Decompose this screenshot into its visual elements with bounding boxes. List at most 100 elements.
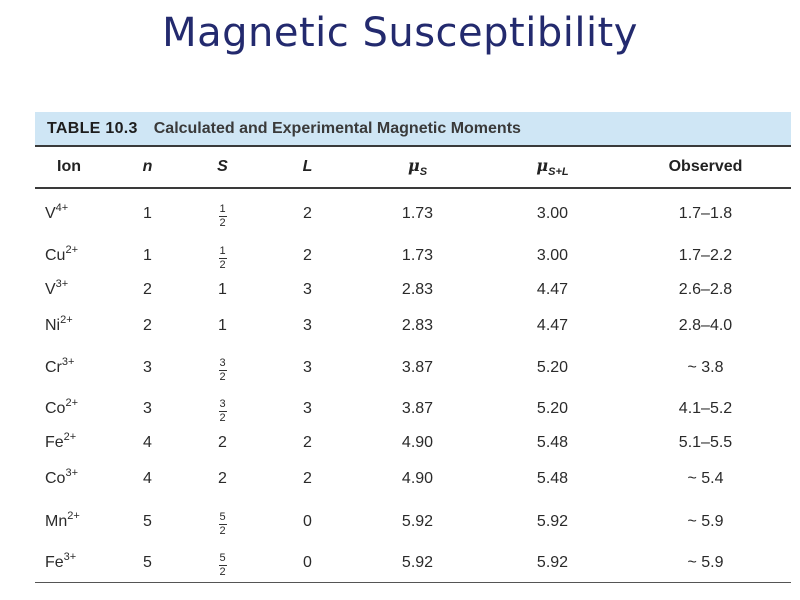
cell-l: 2 bbox=[303, 247, 312, 264]
table-row: Co3+ 4 2 2 4.90 5.48 ~ 5.4 bbox=[35, 458, 791, 500]
s-denominator: 2 bbox=[219, 216, 226, 229]
table-row: V3+ 2 1 3 2.83 4.47 2.6–2.8 bbox=[35, 274, 791, 306]
table-row: Cr3+ 3 3 2 3 3.87 5.20 ~ 3.8 bbox=[35, 346, 791, 390]
cell-observed: 1.7–2.2 bbox=[678, 247, 733, 264]
cell-mu-s: 4.90 bbox=[401, 470, 434, 487]
cell-mu-s: 3.87 bbox=[401, 400, 434, 417]
cell-n: 2 bbox=[143, 317, 152, 334]
s-denominator: 2 bbox=[219, 259, 226, 271]
table-row: Mn2+ 5 5 2 0 5.92 5.92 ~ 5.9 bbox=[35, 500, 791, 544]
cell-mu-sl: 4.47 bbox=[536, 317, 569, 334]
cell-observed: ~ 5.9 bbox=[687, 513, 724, 530]
header-mu-sl: μS+L bbox=[485, 145, 620, 189]
ion-symbol: Cu bbox=[45, 247, 66, 264]
s-denominator: 2 bbox=[219, 525, 226, 537]
mu-sl-subscript: S+L bbox=[548, 166, 569, 179]
table-row: Fe3+ 5 5 2 0 5.92 5.92 ~ 5.9 bbox=[35, 544, 791, 583]
cell-ion: Fe2+ bbox=[35, 428, 115, 458]
cell-observed: ~ 5.9 bbox=[620, 544, 791, 583]
s-numerator: 1 bbox=[219, 202, 226, 215]
cell-ion: Co3+ bbox=[35, 458, 115, 500]
cell-s: 2 bbox=[218, 470, 227, 487]
cell-s: 1 bbox=[218, 317, 227, 334]
ion-symbol: Fe bbox=[45, 553, 64, 571]
table-caption-banner: TABLE 10.3 Calculated and Experimental M… bbox=[35, 112, 791, 145]
cell-mu-s: 2.83 bbox=[401, 281, 434, 298]
cell-s: 1 bbox=[218, 281, 227, 298]
ion-charge: 3+ bbox=[61, 356, 75, 368]
cell-n: 3 bbox=[143, 400, 152, 417]
cell-ion: V4+ bbox=[35, 188, 115, 238]
slide-title: Magnetic Susceptibility bbox=[162, 10, 638, 56]
cell-l: 2 bbox=[303, 204, 312, 222]
cell-mu-s: 1.73 bbox=[401, 247, 434, 264]
ion-symbol: Co bbox=[45, 470, 66, 487]
ion-charge: 3+ bbox=[55, 278, 69, 290]
ion-symbol: Mn bbox=[45, 513, 68, 530]
moments-table-container: TABLE 10.3 Calculated and Experimental M… bbox=[35, 112, 791, 583]
ion-symbol: Fe bbox=[45, 434, 64, 451]
cell-n: 1 bbox=[143, 204, 152, 222]
cell-ion: Fe3+ bbox=[35, 544, 115, 583]
s-numerator: 3 bbox=[219, 398, 226, 410]
cell-mu-sl: 5.48 bbox=[536, 470, 569, 487]
ion-charge: 2+ bbox=[65, 397, 78, 409]
cell-l: 2 bbox=[303, 434, 312, 451]
header-s: S bbox=[180, 145, 265, 189]
cell-observed: 4.1–5.2 bbox=[678, 400, 733, 417]
cell-mu-s: 5.92 bbox=[401, 513, 434, 530]
table-row: Cu2+ 1 1 2 2 1.73 3.00 1.7–2.2 bbox=[35, 238, 791, 274]
ion-charge: 2+ bbox=[65, 244, 78, 256]
cell-l: 3 bbox=[303, 400, 312, 417]
ion-charge: 2+ bbox=[63, 431, 77, 443]
s-denominator: 2 bbox=[219, 412, 226, 424]
header-observed: Observed bbox=[620, 145, 791, 189]
cell-mu-sl: 5.92 bbox=[536, 513, 569, 530]
table-header-row: Ion n S L μS μS+L Observed bbox=[35, 145, 791, 189]
cell-ion: Ni2+ bbox=[35, 306, 115, 346]
cell-observed: 2.8–4.0 bbox=[678, 317, 733, 334]
cell-l: 2 bbox=[303, 470, 312, 487]
cell-l: 3 bbox=[303, 359, 312, 376]
cell-l: 3 bbox=[303, 317, 312, 334]
mu-s-symbol: μ bbox=[407, 155, 420, 175]
cell-mu-s: 3.87 bbox=[401, 359, 434, 376]
cell-ion: Cr3+ bbox=[35, 346, 115, 390]
s-numerator: 1 bbox=[219, 245, 226, 257]
cell-n: 3 bbox=[143, 359, 152, 376]
cell-observed: ~ 3.8 bbox=[687, 359, 724, 376]
cell-n: 5 bbox=[143, 513, 152, 530]
ion-symbol: Cr bbox=[45, 359, 62, 376]
cell-n: 5 bbox=[115, 544, 180, 583]
cell-l: 0 bbox=[303, 513, 312, 530]
cell-n: 4 bbox=[143, 470, 152, 487]
s-numerator: 5 bbox=[219, 511, 226, 523]
cell-mu-sl: 3.00 bbox=[536, 204, 569, 222]
cell-mu-s: 4.90 bbox=[401, 434, 434, 451]
header-n: n bbox=[115, 145, 180, 189]
s-denominator: 2 bbox=[219, 565, 226, 578]
cell-mu-sl: 5.20 bbox=[536, 400, 569, 417]
mu-s-subscript: S bbox=[419, 166, 428, 179]
ion-symbol: Co bbox=[45, 400, 66, 417]
cell-s: 2 bbox=[218, 434, 227, 451]
cell-ion: Co2+ bbox=[35, 390, 115, 428]
cell-n: 4 bbox=[143, 434, 152, 451]
table-row: Co2+ 3 3 2 3 3.87 5.20 4.1–5.2 bbox=[35, 390, 791, 428]
cell-ion: Cu2+ bbox=[35, 238, 115, 274]
cell-observed: 2.6–2.8 bbox=[678, 281, 733, 298]
table-row: Ni2+ 2 1 3 2.83 4.47 2.8–4.0 bbox=[35, 306, 791, 346]
table-row: V4+ 1 1 2 2 1.73 3.00 1.7–1.8 bbox=[35, 188, 791, 238]
s-denominator: 2 bbox=[219, 371, 226, 383]
cell-mu-s: 1.73 bbox=[401, 204, 434, 222]
cell-ion: V3+ bbox=[35, 274, 115, 306]
ion-charge: 3+ bbox=[63, 550, 77, 563]
